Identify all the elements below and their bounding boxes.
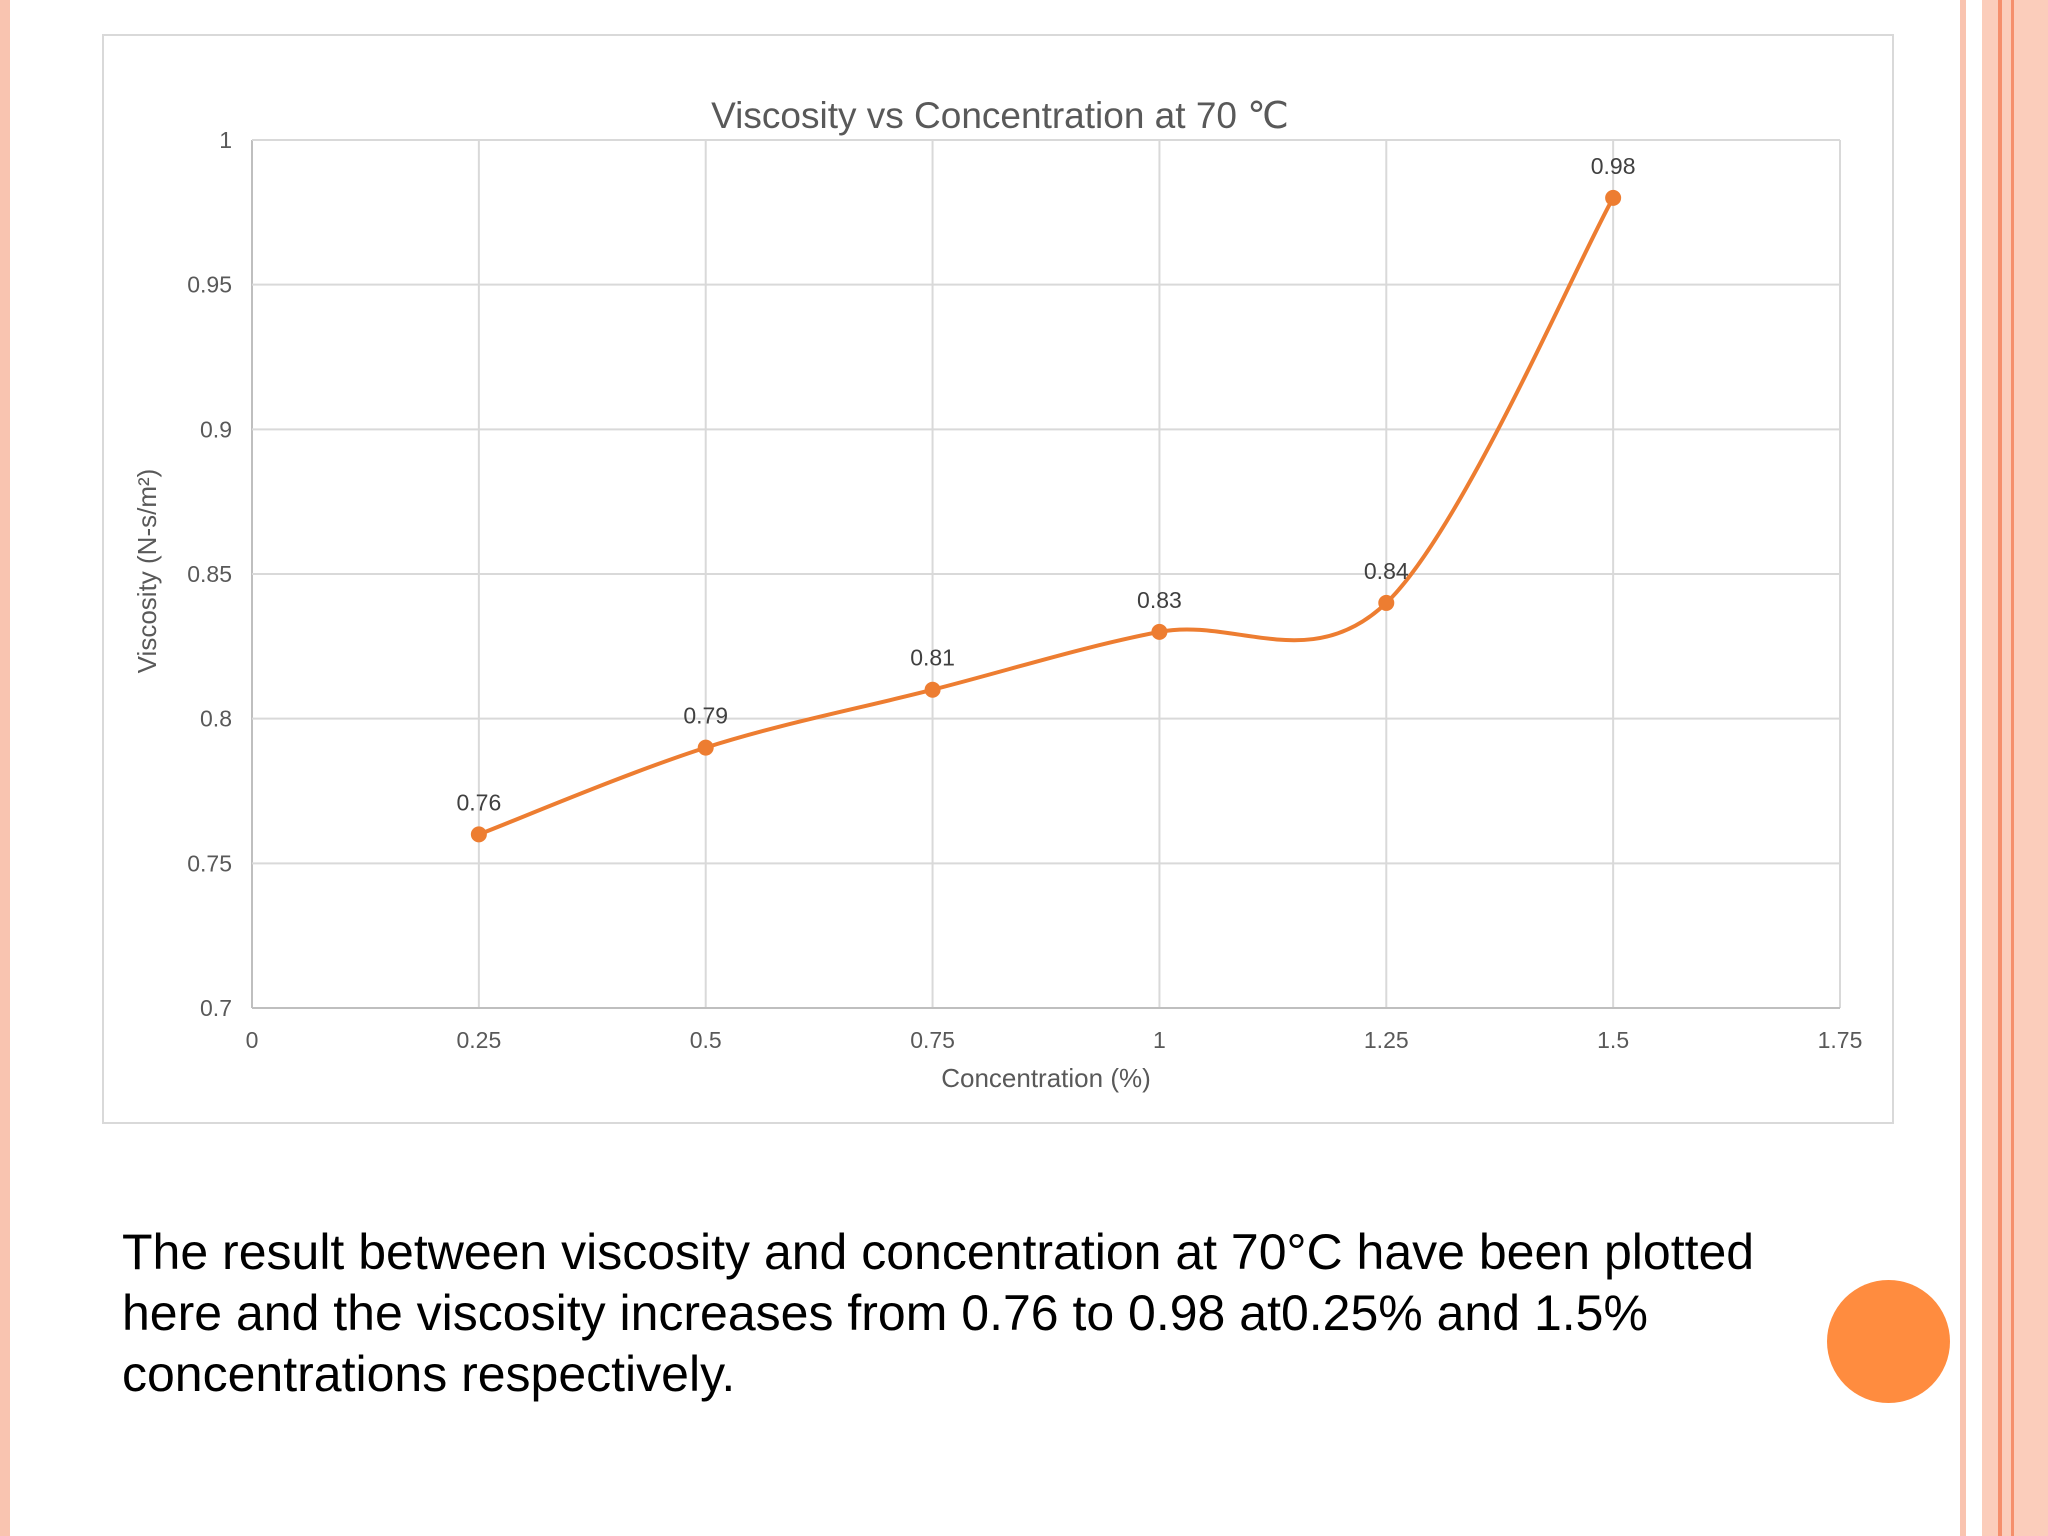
- data-point: [697, 739, 714, 756]
- data-point: [1151, 623, 1168, 640]
- right-border-stripe-inner: [1982, 0, 2048, 1536]
- chart-title: Viscosity vs Concentration at 70 ℃: [711, 95, 1289, 136]
- x-axis-label: Concentration (%): [941, 1063, 1151, 1093]
- data-point: [924, 681, 941, 698]
- y-tick-label: 0.9: [200, 416, 232, 442]
- chart-svg: Viscosity vs Concentration at 70 ℃ Conce…: [132, 95, 1863, 1093]
- data-label: 0.83: [1137, 587, 1182, 613]
- right-border-line-2: [2011, 0, 2014, 1536]
- right-border-line-1: [1998, 0, 2002, 1536]
- accent-circle: [1827, 1280, 1950, 1403]
- slide-caption: The result between viscosity and concent…: [122, 1224, 1755, 1402]
- x-tick-label: 1.5: [1597, 1027, 1629, 1053]
- y-tick-label: 0.85: [187, 561, 232, 587]
- data-label: 0.81: [910, 645, 955, 671]
- y-tick-label: 0.75: [187, 850, 232, 876]
- right-border-stripe-outer: [1960, 0, 1966, 1536]
- x-tick-label: 0.5: [690, 1027, 722, 1053]
- x-tick-label: 0: [246, 1027, 259, 1053]
- y-tick-label: 1: [219, 127, 232, 153]
- data-point: [1605, 189, 1622, 206]
- chart-area: Viscosity vs Concentration at 70 ℃ Conce…: [102, 34, 1894, 1124]
- data-label: 0.76: [456, 789, 501, 815]
- y-tick-label: 0.7: [200, 995, 232, 1021]
- x-tick-label: 1.25: [1364, 1027, 1409, 1053]
- x-tick-label: 0.25: [456, 1027, 501, 1053]
- x-tick-label: 1.75: [1818, 1027, 1863, 1053]
- y-tick-label: 0.8: [200, 706, 232, 732]
- y-tick-label: 0.95: [187, 272, 232, 298]
- x-tick-label: 1: [1153, 1027, 1166, 1053]
- data-label: 0.84: [1364, 558, 1409, 584]
- data-label: 0.98: [1591, 153, 1636, 179]
- data-point: [1378, 594, 1395, 611]
- left-border-stripe: [0, 0, 10, 1536]
- y-axis-label: Viscosity (N-s/m²): [132, 469, 162, 674]
- data-point: [470, 826, 487, 843]
- x-tick-label: 0.75: [910, 1027, 955, 1053]
- data-label: 0.79: [683, 703, 728, 729]
- series-line: [476, 195, 1616, 837]
